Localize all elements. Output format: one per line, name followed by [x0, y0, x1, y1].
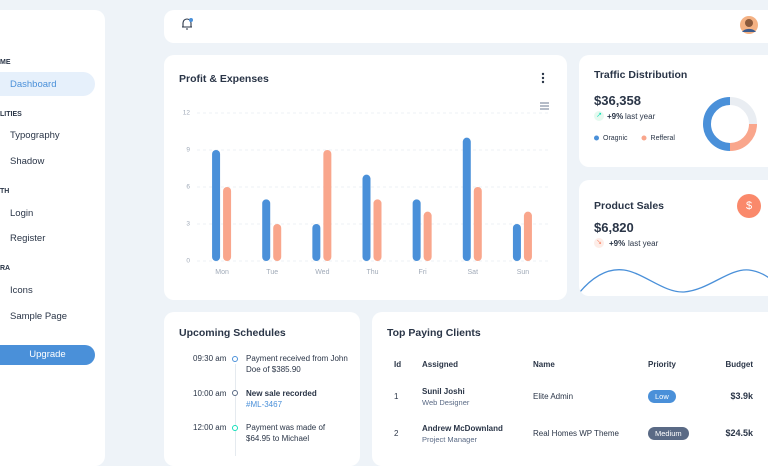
event-link[interactable]: #ML-3467 — [246, 400, 283, 409]
nav-item[interactable]: Register — [10, 233, 46, 244]
upgrade-button[interactable]: Upgrade — [0, 345, 95, 365]
cell-name: Real Homes WP Theme — [533, 429, 619, 438]
cell-budget: $24.5k — [725, 428, 753, 438]
schedules-card — [164, 312, 360, 466]
profit-card — [164, 55, 567, 300]
menu-dots[interactable] — [540, 72, 546, 84]
page: ME Dashboard LITIES Typography Shadow TH… — [0, 10, 768, 466]
trend-down-icon: ↘ — [594, 238, 604, 248]
time: 09:30 am — [193, 354, 227, 363]
section-heading: RA — [0, 265, 11, 272]
nav-item[interactable]: Shadow — [10, 156, 45, 167]
event-text: Payment received from John — [246, 354, 348, 363]
avatar[interactable] — [740, 16, 758, 34]
sales-icon: $ — [737, 194, 761, 218]
cell-assigned: Sunil Joshi — [422, 387, 465, 396]
time: 12:00 am — [193, 423, 227, 432]
time: 10:00 am — [193, 389, 227, 398]
event-text: Doe of $385.90 — [246, 365, 301, 374]
section-heading: ME — [0, 59, 11, 66]
active-item[interactable] — [0, 72, 95, 96]
card-title: Product Sales — [594, 200, 665, 212]
priority-pill: Low — [648, 390, 676, 403]
timeline-dot — [232, 390, 238, 396]
card-title: Upcoming Schedules — [179, 327, 286, 339]
cell-assigned: Andrew McDownland — [422, 424, 503, 433]
nav-item[interactable]: Sample Page — [10, 311, 68, 322]
column-header: Assigned — [422, 360, 459, 369]
nav-item[interactable]: Typography — [10, 130, 60, 141]
column-header: Name — [533, 360, 555, 369]
timeline-dot — [232, 425, 238, 431]
priority-pill: Medium — [648, 427, 689, 440]
section-heading: TH — [0, 188, 10, 195]
cell-id: 2 — [394, 429, 399, 438]
change: +9% — [607, 112, 624, 121]
event-text: $64.95 to Michael — [246, 434, 310, 443]
column-header: Id — [394, 360, 402, 369]
card-title: Profit & Expenses — [179, 73, 269, 85]
timeline-line — [235, 364, 236, 456]
bell-icon[interactable] — [180, 17, 194, 31]
section-heading: LITIES — [0, 111, 22, 118]
amount: $6,820 — [594, 220, 634, 235]
trend-up-icon: ↗ — [594, 111, 604, 121]
timeline-dot — [232, 356, 238, 362]
nav-item[interactable]: Login — [10, 208, 34, 219]
clients-card — [372, 312, 768, 466]
cell-name: Elite Admin — [533, 392, 574, 401]
period: last year — [628, 239, 659, 248]
event-text: New sale recorded — [246, 389, 317, 398]
cell-budget: $3.9k — [730, 391, 753, 401]
column-header: Priority — [648, 360, 677, 369]
event-text: Payment was made of — [246, 423, 326, 432]
nav-item[interactable]: Dashboard — [10, 79, 57, 90]
nav-item[interactable]: Icons — [10, 285, 33, 296]
period: last year — [625, 112, 656, 121]
sales-wave — [579, 269, 768, 294]
cell-role: Web Designer — [422, 398, 470, 407]
chart-menu[interactable] — [540, 102, 549, 110]
card-title: Top Paying Clients — [387, 327, 481, 339]
top-bar — [164, 10, 768, 43]
sales-card — [579, 180, 768, 296]
column-header: Budget — [725, 360, 753, 369]
cell-id: 1 — [394, 392, 399, 401]
amount: $36,358 — [594, 93, 641, 108]
card-title: Traffic Distribution — [594, 69, 688, 81]
change: +9% — [609, 239, 626, 248]
cell-role: Project Manager — [422, 435, 478, 444]
